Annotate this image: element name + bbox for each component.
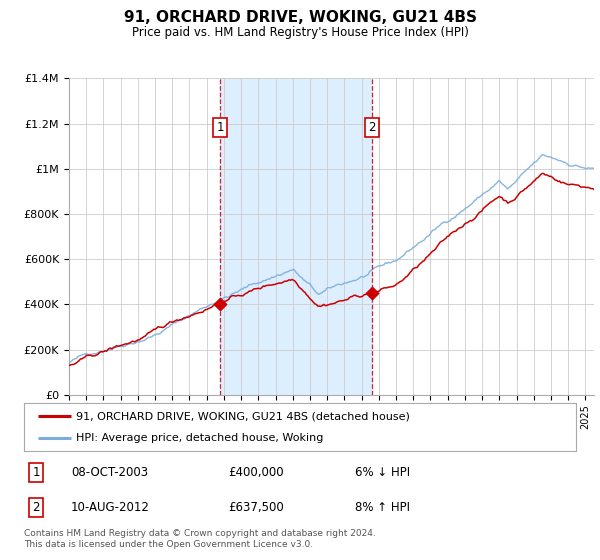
Text: 6% ↓ HPI: 6% ↓ HPI (355, 466, 410, 479)
Bar (220, 78, 372, 395)
Text: £637,500: £637,500 (228, 501, 284, 514)
Text: 91, ORCHARD DRIVE, WOKING, GU21 4BS: 91, ORCHARD DRIVE, WOKING, GU21 4BS (124, 10, 476, 25)
Text: HPI: Average price, detached house, Woking: HPI: Average price, detached house, Woki… (76, 433, 324, 443)
Text: Price paid vs. HM Land Registry's House Price Index (HPI): Price paid vs. HM Land Registry's House … (131, 26, 469, 39)
Text: 91, ORCHARD DRIVE, WOKING, GU21 4BS (detached house): 91, ORCHARD DRIVE, WOKING, GU21 4BS (det… (76, 411, 410, 421)
Point (215, 300, 225, 309)
Text: £400,000: £400,000 (228, 466, 284, 479)
Text: 2: 2 (368, 121, 376, 134)
Text: 8% ↑ HPI: 8% ↑ HPI (355, 501, 410, 514)
Text: 2: 2 (32, 501, 40, 514)
Text: 1: 1 (216, 121, 224, 134)
Text: 1: 1 (32, 466, 40, 479)
Point (367, 288, 377, 297)
Text: 08-OCT-2003: 08-OCT-2003 (71, 466, 148, 479)
Text: Contains HM Land Registry data © Crown copyright and database right 2024.
This d: Contains HM Land Registry data © Crown c… (24, 529, 376, 549)
Text: 10-AUG-2012: 10-AUG-2012 (71, 501, 150, 514)
